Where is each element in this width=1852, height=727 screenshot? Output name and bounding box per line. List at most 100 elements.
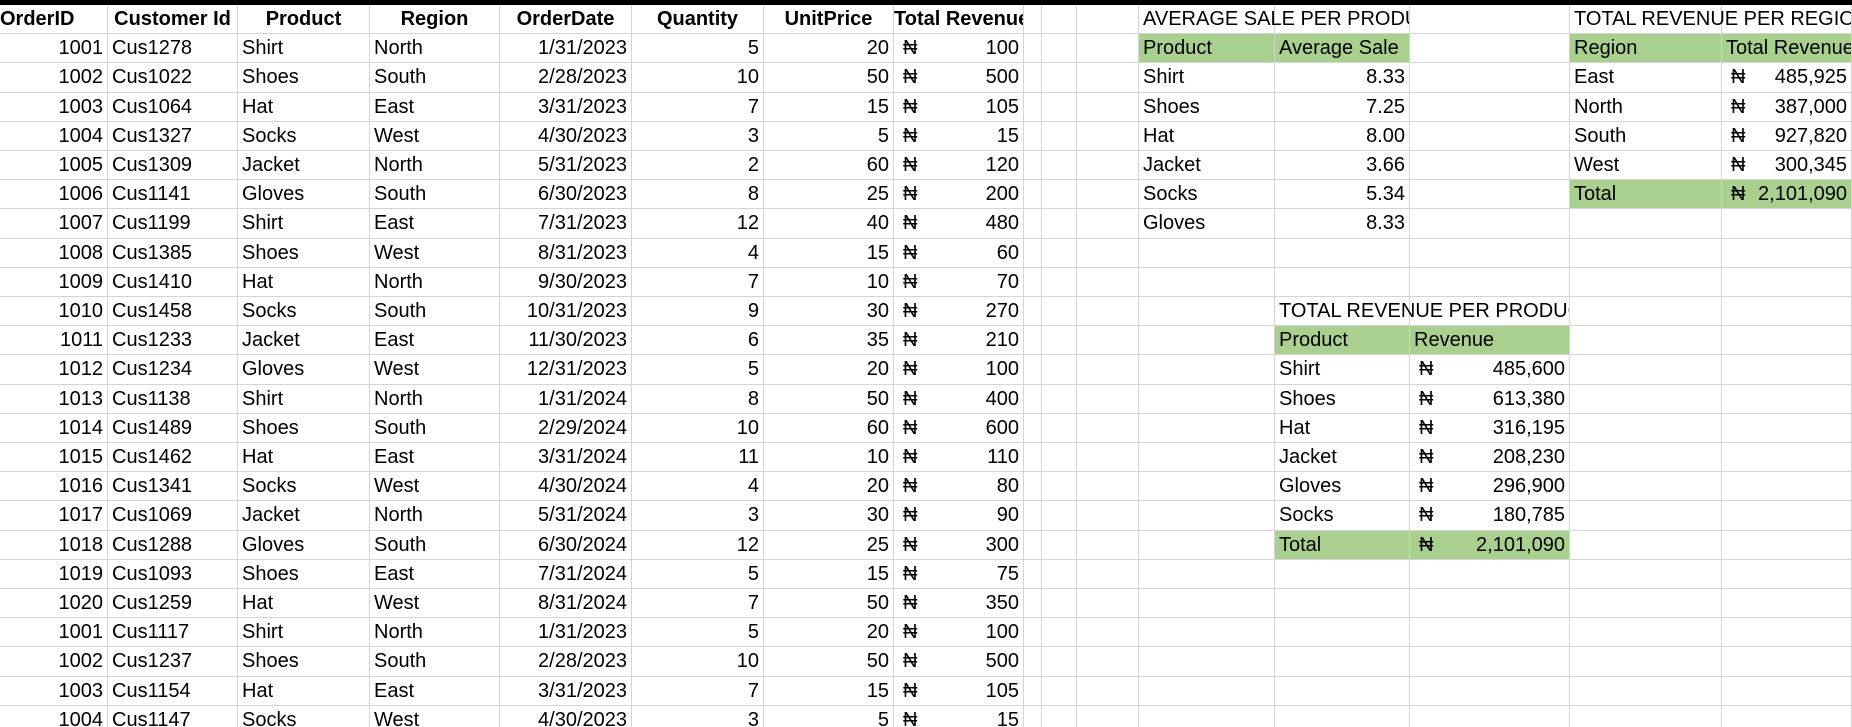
rev-region-name[interactable]: East	[1570, 63, 1722, 93]
empty-cell[interactable]	[1077, 443, 1139, 473]
rev-region-value[interactable]: ₦ 387,000	[1722, 92, 1852, 122]
empty-cell[interactable]	[1410, 92, 1570, 122]
order-cell[interactable]: Jacket	[238, 326, 370, 356]
empty-cell[interactable]	[1139, 705, 1275, 727]
empty-cell[interactable]	[1570, 559, 1722, 589]
empty-cell[interactable]	[1077, 355, 1139, 385]
empty-cell[interactable]	[1275, 647, 1410, 677]
empty-cell[interactable]	[1410, 267, 1570, 297]
total-revenue-cell[interactable]: ₦ 100	[894, 34, 1024, 64]
empty-cell[interactable]	[1139, 589, 1275, 619]
rev-region-total-value[interactable]: ₦ 2,101,090	[1722, 180, 1852, 210]
empty-cell[interactable]	[1077, 297, 1139, 327]
order-cell[interactable]: 1001	[0, 34, 108, 64]
rev-product-value[interactable]: ₦ 180,785	[1410, 501, 1570, 531]
order-cell[interactable]: 10	[764, 443, 894, 473]
order-cell[interactable]: 1019	[0, 559, 108, 589]
empty-cell[interactable]	[1410, 618, 1570, 648]
empty-cell[interactable]	[1042, 238, 1077, 268]
empty-cell[interactable]	[1042, 121, 1077, 151]
empty-cell[interactable]	[1570, 384, 1722, 414]
avg-sale-value[interactable]: 7.25	[1275, 92, 1410, 122]
empty-cell[interactable]	[1042, 297, 1077, 327]
empty-cell[interactable]	[1139, 413, 1275, 443]
empty-cell[interactable]	[1139, 559, 1275, 589]
empty-cell[interactable]	[1042, 355, 1077, 385]
order-cell[interactable]: 1007	[0, 209, 108, 239]
rev-product-name[interactable]: Jacket	[1275, 443, 1410, 473]
empty-cell[interactable]	[1570, 589, 1722, 619]
order-cell[interactable]: 5	[632, 559, 764, 589]
rev-region-name[interactable]: North	[1570, 92, 1722, 122]
order-cell[interactable]: Cus1141	[108, 180, 238, 210]
order-cell[interactable]: Socks	[238, 297, 370, 327]
empty-cell[interactable]	[1410, 180, 1570, 210]
rev-product-value[interactable]: ₦ 208,230	[1410, 443, 1570, 473]
order-cell[interactable]: Cus1489	[108, 413, 238, 443]
avg-sale-header-value[interactable]: Average Sale	[1275, 34, 1410, 64]
column-header[interactable]: OrderID	[0, 5, 108, 35]
empty-cell[interactable]	[1077, 209, 1139, 239]
rev-product-title[interactable]: TOTAL REVENUE PER PRODUCT	[1275, 297, 1570, 327]
empty-cell[interactable]	[1570, 676, 1722, 706]
empty-cell[interactable]	[1139, 238, 1275, 268]
order-cell[interactable]: West	[370, 355, 500, 385]
empty-cell[interactable]	[1570, 647, 1722, 677]
order-cell[interactable]: 11	[632, 443, 764, 473]
empty-cell[interactable]	[1139, 647, 1275, 677]
empty-cell[interactable]	[1077, 501, 1139, 531]
empty-cell[interactable]	[1042, 34, 1077, 64]
total-revenue-cell[interactable]: ₦ 500	[894, 63, 1024, 93]
order-cell[interactable]: 6	[632, 326, 764, 356]
order-cell[interactable]: 50	[764, 63, 894, 93]
empty-cell[interactable]	[1722, 297, 1852, 327]
empty-cell[interactable]	[1275, 559, 1410, 589]
order-cell[interactable]: Cus1385	[108, 238, 238, 268]
empty-cell[interactable]	[1077, 267, 1139, 297]
order-cell[interactable]: 8	[632, 180, 764, 210]
order-cell[interactable]: Shoes	[238, 559, 370, 589]
order-cell[interactable]: Gloves	[238, 355, 370, 385]
empty-cell[interactable]	[1042, 589, 1077, 619]
order-cell[interactable]: North	[370, 501, 500, 531]
avg-sale-title[interactable]: AVERAGE SALE PER PRODUCT	[1139, 5, 1410, 35]
order-cell[interactable]: 1012	[0, 355, 108, 385]
total-revenue-cell[interactable]: ₦ 60	[894, 238, 1024, 268]
total-revenue-cell[interactable]: ₦ 120	[894, 151, 1024, 181]
empty-cell[interactable]	[1410, 209, 1570, 239]
empty-cell[interactable]	[1042, 384, 1077, 414]
total-revenue-cell[interactable]: ₦ 200	[894, 180, 1024, 210]
empty-cell[interactable]	[1077, 151, 1139, 181]
empty-cell[interactable]	[1077, 5, 1139, 35]
empty-cell[interactable]	[1722, 472, 1852, 502]
order-cell[interactable]: 30	[764, 297, 894, 327]
order-cell[interactable]: North	[370, 384, 500, 414]
order-cell[interactable]: West	[370, 121, 500, 151]
empty-cell[interactable]	[1024, 209, 1042, 239]
order-cell[interactable]: 1003	[0, 676, 108, 706]
order-cell[interactable]: South	[370, 530, 500, 560]
order-cell[interactable]: 12/31/2023	[500, 355, 632, 385]
order-cell[interactable]: 7/31/2023	[500, 209, 632, 239]
empty-cell[interactable]	[1139, 443, 1275, 473]
empty-cell[interactable]	[1275, 589, 1410, 619]
empty-cell[interactable]	[1042, 559, 1077, 589]
rev-product-value[interactable]: ₦ 613,380	[1410, 384, 1570, 414]
order-cell[interactable]: 10	[632, 647, 764, 677]
order-cell[interactable]: 3	[632, 705, 764, 727]
order-cell[interactable]: 1010	[0, 297, 108, 327]
order-cell[interactable]: 4/30/2024	[500, 472, 632, 502]
avg-sale-value[interactable]: 8.00	[1275, 121, 1410, 151]
order-cell[interactable]: 5	[632, 618, 764, 648]
empty-cell[interactable]	[1042, 676, 1077, 706]
empty-cell[interactable]	[1024, 618, 1042, 648]
order-cell[interactable]: 8	[632, 384, 764, 414]
order-cell[interactable]: 15	[764, 676, 894, 706]
empty-cell[interactable]	[1024, 34, 1042, 64]
empty-cell[interactable]	[1410, 238, 1570, 268]
order-cell[interactable]: 2/28/2023	[500, 63, 632, 93]
empty-cell[interactable]	[1410, 589, 1570, 619]
total-revenue-cell[interactable]: ₦ 105	[894, 676, 1024, 706]
empty-cell[interactable]	[1024, 443, 1042, 473]
order-cell[interactable]: 4	[632, 238, 764, 268]
